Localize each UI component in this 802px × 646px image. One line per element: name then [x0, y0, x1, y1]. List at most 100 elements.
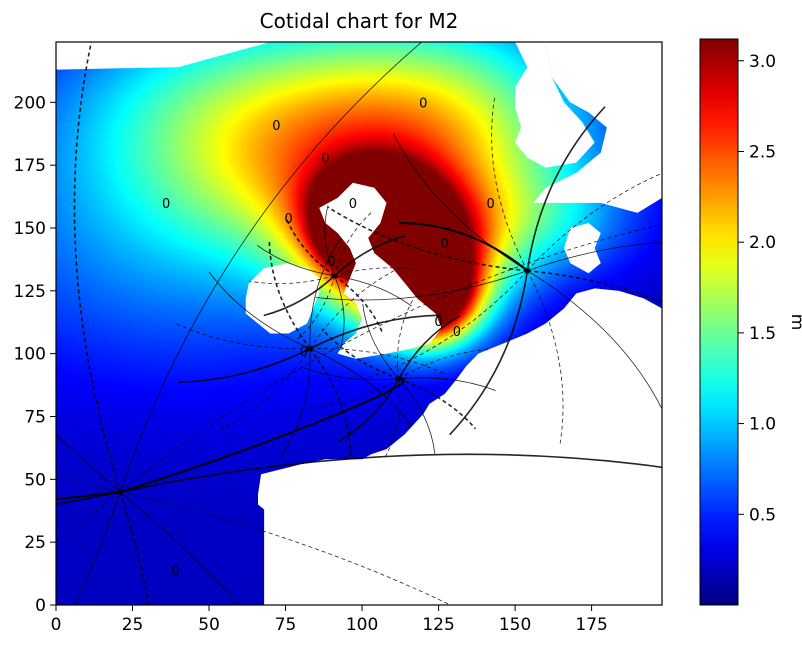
y-tick-label: 75	[24, 407, 46, 427]
y-tick-label: 0	[35, 596, 46, 616]
land-norway-west	[515, 42, 595, 168]
cotidal-line	[309, 348, 352, 457]
cotidal-line	[334, 211, 372, 276]
cotidal-line	[527, 269, 662, 303]
colorbar-ticks: 0.5 1.0 1.5 2.0 2.5 3.0	[738, 52, 776, 525]
x-tick-label: 150	[499, 615, 531, 635]
cotidal-line	[120, 224, 662, 493]
cotidal-line	[384, 378, 401, 459]
contour-label: 0	[486, 197, 494, 212]
land-france-iberia	[56, 288, 662, 605]
cotidal-line	[120, 453, 662, 493]
cotidal-line	[120, 491, 452, 605]
cotidal-line	[327, 206, 528, 272]
colorbar-tick-label: 1.5	[749, 324, 776, 344]
x-tick-label: 75	[275, 615, 297, 635]
cotidal-line	[333, 235, 406, 277]
cotidal-line	[56, 377, 405, 501]
colorbar-fill	[699, 38, 739, 606]
cotidal-line	[263, 275, 336, 317]
colorbar-tick-label: 2.0	[749, 233, 776, 253]
land-domain-edge	[56, 42, 271, 70]
cotidal-line	[337, 378, 400, 443]
y-axis: 0 25 50 75 100 125 150 175 200	[14, 93, 56, 616]
x-tick-label: 125	[422, 615, 454, 635]
cotidal-line	[120, 491, 241, 605]
colorbar-tick-label: 2.5	[749, 142, 776, 162]
cotidal-line	[398, 378, 477, 430]
contour-label: 0	[321, 152, 329, 167]
cotidal-line	[527, 172, 662, 271]
cotidal-line	[398, 221, 528, 272]
amphidromic-point	[332, 273, 338, 279]
cotidal-line	[527, 242, 662, 272]
cotidal-line	[285, 217, 335, 277]
x-tick-label: 100	[346, 615, 378, 635]
amphidromic-point	[396, 376, 402, 382]
contour-label: 0	[272, 119, 280, 134]
cotidal-line	[73, 42, 122, 493]
cotidal-line	[324, 205, 335, 276]
cotidal-line	[309, 265, 404, 349]
contour-label: 0	[434, 315, 442, 330]
cotidal-line	[307, 378, 399, 409]
plot-frame	[55, 41, 663, 606]
contour-label: 0	[349, 197, 357, 212]
y-tick-label: 175	[14, 156, 46, 176]
cotidal-line	[334, 267, 421, 277]
chart-title: Cotidal chart for M2	[260, 9, 459, 33]
amphidromic-points	[117, 268, 530, 495]
land-scandinavia	[533, 42, 662, 213]
cotidal-line	[398, 378, 436, 454]
cotidal-line	[119, 42, 423, 493]
cotidal-line	[208, 271, 311, 349]
contour-label: 0	[453, 325, 461, 340]
amphidromic-point	[524, 268, 530, 274]
cotidal-line	[362, 303, 400, 380]
contour-label: 0	[162, 197, 170, 212]
y-tick-label: 100	[14, 345, 46, 365]
x-tick-label: 0	[51, 615, 62, 635]
colorbar-tick-label: 3.0	[749, 52, 776, 72]
cotidal-line	[216, 348, 311, 432]
contour-label: 0	[284, 212, 292, 227]
x-tick-label: 175	[575, 615, 607, 635]
cotidal-line	[309, 314, 442, 350]
contour-label: 0	[441, 237, 449, 252]
y-tick-label: 25	[24, 533, 46, 553]
cotidal-line	[309, 348, 412, 426]
cotidal-line	[526, 270, 564, 445]
cotidal-line	[526, 106, 606, 271]
cotidal-line	[175, 323, 311, 350]
x-tick-label: 50	[198, 615, 220, 635]
cotidal-line	[310, 348, 445, 375]
cotidal-line	[397, 299, 414, 379]
x-tick-label: 25	[122, 615, 144, 635]
cotidal-line	[491, 96, 528, 271]
cotidal-line	[249, 275, 335, 285]
cotidal-line	[334, 275, 384, 335]
land-layer	[56, 42, 662, 605]
colorbar: 0.5 1.0 1.5 2.0 2.5 3.0 m	[699, 38, 802, 606]
colorbar-label: m	[787, 314, 802, 331]
amphidromic-point	[307, 346, 313, 352]
cotidal-line	[321, 328, 400, 380]
cotidal-line	[398, 377, 496, 391]
cotidal-line	[449, 270, 529, 436]
cotidal-line	[334, 275, 413, 307]
cotidal-line	[268, 240, 311, 350]
contour-label: 0	[171, 564, 179, 579]
amphidromic-point	[117, 489, 123, 495]
cotidal-line	[178, 347, 311, 383]
cotidal-line	[297, 275, 335, 340]
cotidal-line	[74, 491, 121, 605]
x-axis: 0 25 50 75 100 125 150 175	[51, 605, 608, 635]
y-tick-label: 200	[14, 93, 46, 113]
contour-label: 0	[327, 255, 335, 270]
cotidal-line	[334, 275, 345, 347]
cotidal-line	[392, 133, 528, 272]
